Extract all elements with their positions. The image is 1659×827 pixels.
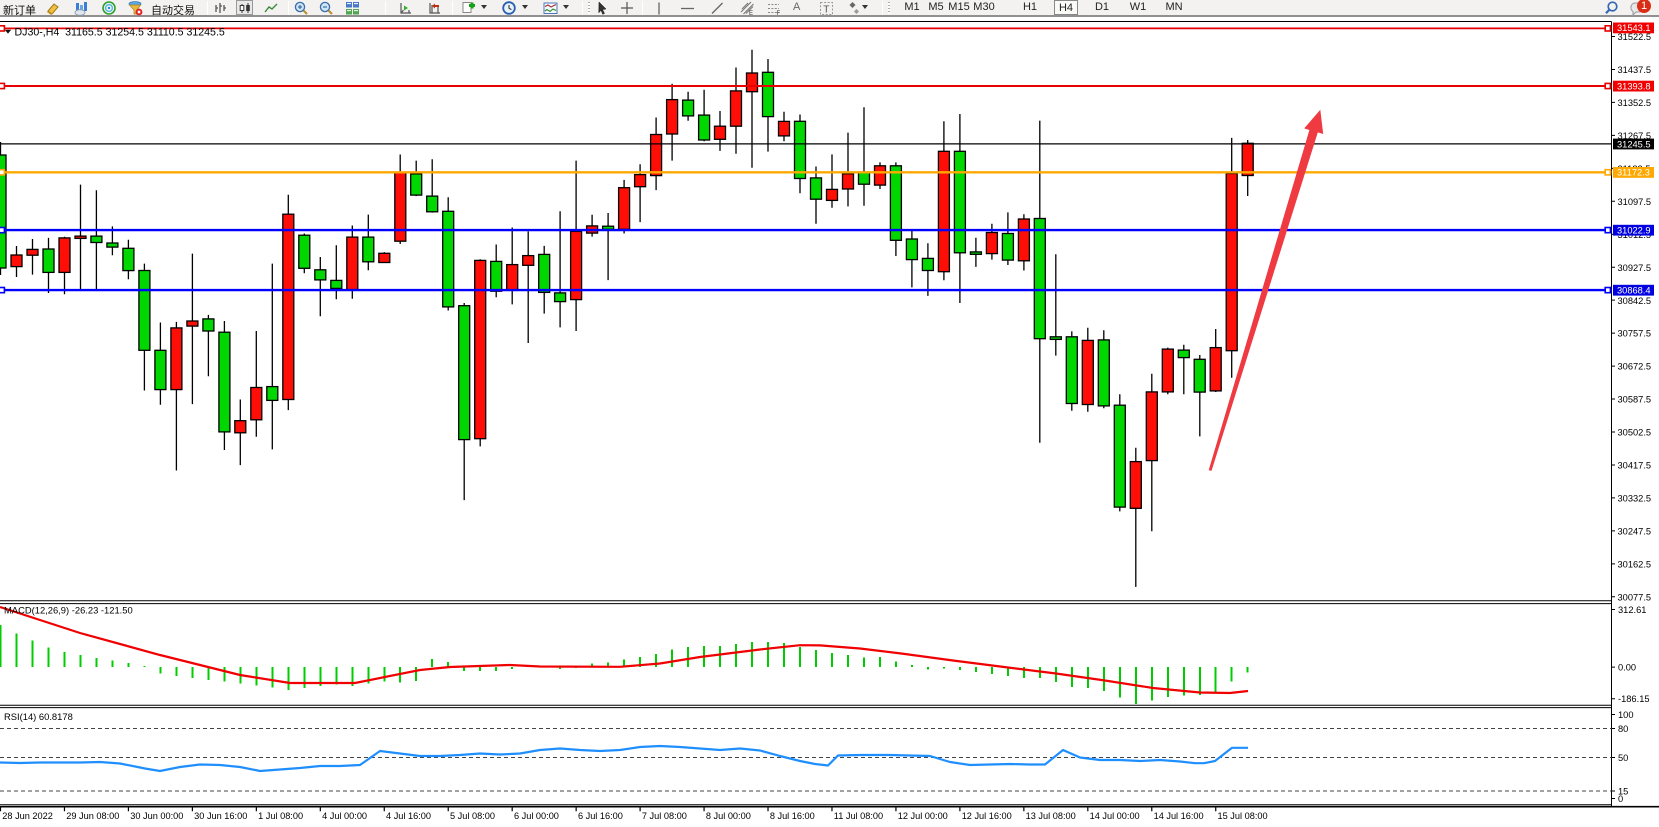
svg-text:7 Jul 08:00: 7 Jul 08:00 (642, 811, 687, 821)
svg-text:31437.5: 31437.5 (1618, 65, 1652, 75)
svg-text:-186.15: -186.15 (1618, 694, 1650, 704)
svg-text:30247.5: 30247.5 (1618, 526, 1652, 536)
svg-text:31522.5: 31522.5 (1618, 32, 1652, 42)
svg-text:13 Jul 08:00: 13 Jul 08:00 (1026, 811, 1076, 821)
svg-text:MACD(12,26,9) -26.23 -121.50: MACD(12,26,9) -26.23 -121.50 (4, 605, 133, 616)
svg-text:30868.4: 30868.4 (1617, 286, 1651, 296)
svg-text:4 Jul 00:00: 4 Jul 00:00 (322, 811, 367, 821)
svg-text:31022.9: 31022.9 (1617, 226, 1651, 236)
svg-text:F: F (777, 11, 781, 16)
svg-text:T: T (823, 5, 829, 16)
svg-text:30 Jun 00:00: 30 Jun 00:00 (130, 811, 183, 821)
svg-text:0.00: 0.00 (1618, 662, 1636, 672)
svg-text:15: 15 (1618, 786, 1628, 796)
svg-text:30587.5: 30587.5 (1618, 395, 1652, 405)
svg-text:30162.5: 30162.5 (1618, 559, 1652, 569)
svg-text:312.61: 312.61 (1618, 605, 1646, 615)
svg-text:50: 50 (1618, 753, 1628, 763)
svg-text:E: E (749, 11, 753, 16)
svg-text:100: 100 (1618, 710, 1634, 720)
svg-text:8 Jul 00:00: 8 Jul 00:00 (706, 811, 751, 821)
svg-text:31267.5: 31267.5 (1618, 131, 1652, 141)
svg-text:30332.5: 30332.5 (1618, 494, 1652, 504)
svg-text:14 Jul 00:00: 14 Jul 00:00 (1090, 811, 1140, 821)
svg-text:30417.5: 30417.5 (1618, 461, 1652, 471)
svg-text:30757.5: 30757.5 (1618, 329, 1652, 339)
svg-text:30502.5: 30502.5 (1618, 428, 1652, 438)
svg-text:12 Jul 00:00: 12 Jul 00:00 (898, 811, 948, 821)
svg-text:31245.5: 31245.5 (1617, 139, 1651, 149)
svg-text:31543.1: 31543.1 (1617, 23, 1651, 33)
svg-text:0: 0 (1618, 794, 1623, 804)
svg-text:31393.8: 31393.8 (1617, 81, 1651, 91)
svg-text:4 Jul 16:00: 4 Jul 16:00 (386, 811, 431, 821)
svg-text:11 Jul 08:00: 11 Jul 08:00 (834, 811, 883, 821)
svg-text:14 Jul 16:00: 14 Jul 16:00 (1154, 811, 1204, 821)
svg-text:30672.5: 30672.5 (1618, 362, 1652, 372)
svg-text:8 Jul 16:00: 8 Jul 16:00 (770, 811, 815, 821)
svg-text:DJ30-,H4 31165.5 31254.5 3111: DJ30-,H4 31165.5 31254.5 31110.5 31245.5 (15, 27, 225, 39)
svg-text:30077.5: 30077.5 (1618, 592, 1652, 602)
svg-text:30842.5: 30842.5 (1618, 296, 1652, 306)
svg-text:29 Jun 08:00: 29 Jun 08:00 (66, 811, 119, 821)
svg-text:31352.5: 31352.5 (1618, 98, 1652, 108)
svg-text:15 Jul 08:00: 15 Jul 08:00 (1218, 811, 1268, 821)
svg-text:80: 80 (1618, 724, 1628, 734)
svg-text:RSI(14) 60.8178: RSI(14) 60.8178 (4, 711, 73, 722)
svg-text:5 Jul 08:00: 5 Jul 08:00 (450, 811, 495, 821)
svg-text:12 Jul 16:00: 12 Jul 16:00 (962, 811, 1012, 821)
svg-text:31097.5: 31097.5 (1618, 197, 1652, 207)
svg-text:28 Jun 2022: 28 Jun 2022 (2, 811, 53, 821)
svg-text:31172.3: 31172.3 (1617, 168, 1650, 178)
svg-text:6 Jul 16:00: 6 Jul 16:00 (578, 811, 623, 821)
svg-text:6 Jul 00:00: 6 Jul 00:00 (514, 811, 559, 821)
svg-text:1 Jul 08:00: 1 Jul 08:00 (258, 811, 303, 821)
svg-text:30927.5: 30927.5 (1618, 263, 1652, 273)
svg-text:30 Jun 16:00: 30 Jun 16:00 (194, 811, 247, 821)
